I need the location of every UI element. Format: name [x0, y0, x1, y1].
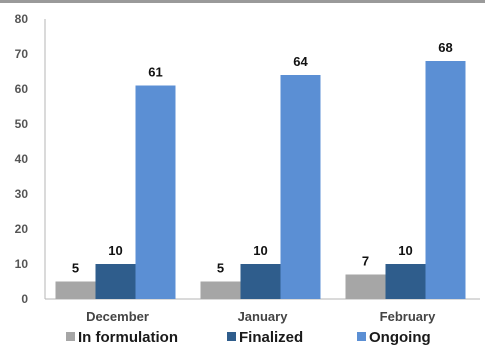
bar-in-formulation	[55, 281, 96, 299]
bar-in-formulation	[345, 274, 386, 299]
data-label: 64	[293, 54, 308, 69]
legend-swatch	[66, 332, 75, 341]
y-tick-label: 70	[15, 47, 29, 61]
data-label: 10	[253, 243, 267, 258]
y-tick-label: 0	[21, 292, 28, 306]
data-label: 7	[362, 254, 369, 269]
y-tick-label: 60	[15, 82, 29, 96]
bar-ongoing	[135, 85, 176, 299]
data-label: 68	[438, 40, 452, 55]
bar-finalized	[95, 264, 136, 299]
legend-label: Finalized	[239, 329, 303, 346]
y-tick-label: 80	[15, 12, 29, 26]
y-tick-label: 10	[15, 257, 29, 271]
legend-label: In formulation	[78, 329, 178, 346]
bar-finalized	[385, 264, 426, 299]
data-label: 61	[148, 65, 162, 80]
y-tick-label: 50	[15, 117, 29, 131]
bar-ongoing	[425, 61, 466, 299]
data-label: 5	[72, 261, 79, 276]
bar-ongoing	[280, 75, 321, 299]
x-tick-label: December	[86, 309, 149, 324]
bar-in-formulation	[200, 281, 241, 299]
x-tick-label: February	[380, 309, 436, 324]
data-label: 10	[398, 243, 412, 258]
y-tick-label: 30	[15, 187, 29, 201]
data-label: 5	[217, 261, 224, 276]
legend-label: Ongoing	[369, 329, 431, 346]
legend-swatch	[227, 332, 236, 341]
legend-swatch	[357, 332, 366, 341]
y-tick-label: 40	[15, 152, 29, 166]
bar-finalized	[240, 264, 281, 299]
top-border	[0, 0, 485, 3]
data-label: 10	[108, 243, 122, 258]
y-tick-label: 20	[15, 222, 29, 236]
x-tick-label: January	[238, 309, 289, 324]
